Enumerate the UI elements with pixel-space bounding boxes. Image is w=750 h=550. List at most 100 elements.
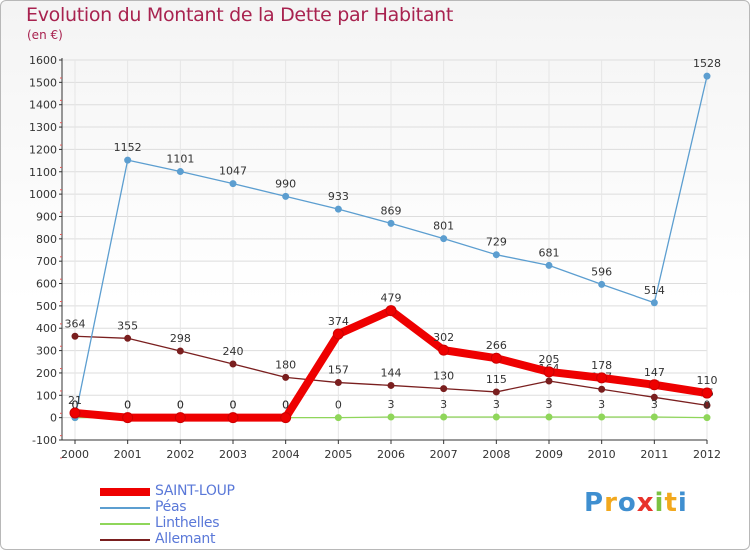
data-point xyxy=(650,299,658,307)
y-tick-label: 1500 xyxy=(29,76,57,89)
data-point xyxy=(385,305,397,317)
data-label: 180 xyxy=(275,358,296,371)
data-label: 479 xyxy=(381,292,402,305)
legend-label-saint-loup: SAINT-LOUP xyxy=(155,483,235,499)
y-tick-label: 200 xyxy=(36,367,57,380)
data-point xyxy=(387,381,395,389)
y-tick-label: 0 xyxy=(50,412,57,425)
x-tick-label: 2006 xyxy=(377,448,405,461)
logo-letter: x xyxy=(636,488,655,518)
data-point xyxy=(492,413,500,421)
logo-letter: t xyxy=(664,488,678,518)
data-label: 205 xyxy=(539,353,560,366)
data-label: 3 xyxy=(493,398,500,411)
data-label: 0 xyxy=(72,399,79,412)
data-point xyxy=(598,385,606,393)
data-point xyxy=(280,412,292,424)
data-label: 1152 xyxy=(114,141,142,154)
data-point xyxy=(543,366,555,378)
data-point xyxy=(492,388,500,396)
data-label: 266 xyxy=(486,339,507,352)
data-label: 990 xyxy=(275,177,296,190)
data-point xyxy=(598,280,606,288)
x-tick-label: 2005 xyxy=(324,448,352,461)
data-label: 240 xyxy=(223,345,244,358)
data-point xyxy=(334,205,342,213)
data-point xyxy=(650,393,658,401)
data-point xyxy=(545,377,553,385)
data-label: 355 xyxy=(117,319,138,332)
data-label: 3 xyxy=(440,398,447,411)
legend-swatch-allemant xyxy=(100,539,150,541)
x-tick-label: 2011 xyxy=(640,448,668,461)
data-point xyxy=(440,413,448,421)
data-point xyxy=(387,413,395,421)
series-p-as: 0 1152 1101 1047 990 933 869 801 729 681 596 514 152… xyxy=(71,57,721,422)
chart-subtitle: (en €) xyxy=(27,28,63,42)
data-point xyxy=(598,413,606,421)
logo-letter: o xyxy=(617,488,637,518)
data-label: 298 xyxy=(170,332,191,345)
data-label: 3 xyxy=(546,398,553,411)
data-label: 0 xyxy=(72,399,79,412)
y-tick-label: 500 xyxy=(36,300,57,313)
data-point xyxy=(71,332,79,340)
data-point xyxy=(69,407,81,419)
data-label: 1528 xyxy=(693,57,721,70)
y-tick-label: 100 xyxy=(36,389,57,402)
data-point xyxy=(701,387,713,399)
data-label: 144 xyxy=(381,366,402,379)
data-label: 1047 xyxy=(219,165,247,178)
data-label: 869 xyxy=(381,204,402,217)
data-point xyxy=(703,414,711,422)
x-tick-label: 2008 xyxy=(482,448,510,461)
x-tick-label: 2007 xyxy=(430,448,458,461)
x-tick-label: 2000 xyxy=(61,448,89,461)
data-point xyxy=(648,379,660,391)
data-point xyxy=(440,385,448,393)
y-tick-label: 600 xyxy=(36,278,57,291)
data-label: 178 xyxy=(591,359,612,372)
data-label: 0 xyxy=(282,399,289,412)
data-point xyxy=(596,372,608,384)
chart-title: Evolution du Montant de la Dette par Hab… xyxy=(26,4,454,26)
data-point xyxy=(440,235,448,243)
data-point xyxy=(387,219,395,227)
y-tick-label: 700 xyxy=(36,255,57,268)
data-point xyxy=(174,412,186,424)
x-tick-label: 2003 xyxy=(219,448,247,461)
data-point xyxy=(227,412,239,424)
data-point xyxy=(650,413,658,421)
y-tick-label: 300 xyxy=(36,345,57,358)
y-tick-label: 1000 xyxy=(29,188,57,201)
data-label: 514 xyxy=(644,284,665,297)
y-tick-label: 1400 xyxy=(29,99,57,112)
y-tick-label: 400 xyxy=(36,322,57,335)
data-label: 0 xyxy=(124,399,131,412)
data-point xyxy=(122,412,134,424)
data-label: 681 xyxy=(539,246,560,259)
proxiti-logo: Proxiti xyxy=(584,488,688,518)
data-label: 801 xyxy=(433,220,454,233)
y-tick-label: -100 xyxy=(32,434,57,447)
data-label: 302 xyxy=(433,331,454,344)
data-label: 0 xyxy=(177,399,184,412)
x-tick-label: 2009 xyxy=(535,448,563,461)
data-label: 0 xyxy=(282,399,289,412)
data-label: 3 xyxy=(388,398,395,411)
legend-swatch-saint-loup xyxy=(100,488,150,496)
data-label: 157 xyxy=(328,364,349,377)
y-tick-label: 1200 xyxy=(29,143,57,156)
data-point xyxy=(334,379,342,387)
data-label: 0 xyxy=(230,399,237,412)
x-tick-label: 2001 xyxy=(114,448,142,461)
data-label: 729 xyxy=(486,236,507,249)
logo-letter: r xyxy=(604,488,618,518)
data-label: 364 xyxy=(65,317,86,330)
data-label: 0 xyxy=(177,399,184,412)
x-tick-label: 2012 xyxy=(693,448,721,461)
legend-swatch-peas xyxy=(100,507,150,509)
